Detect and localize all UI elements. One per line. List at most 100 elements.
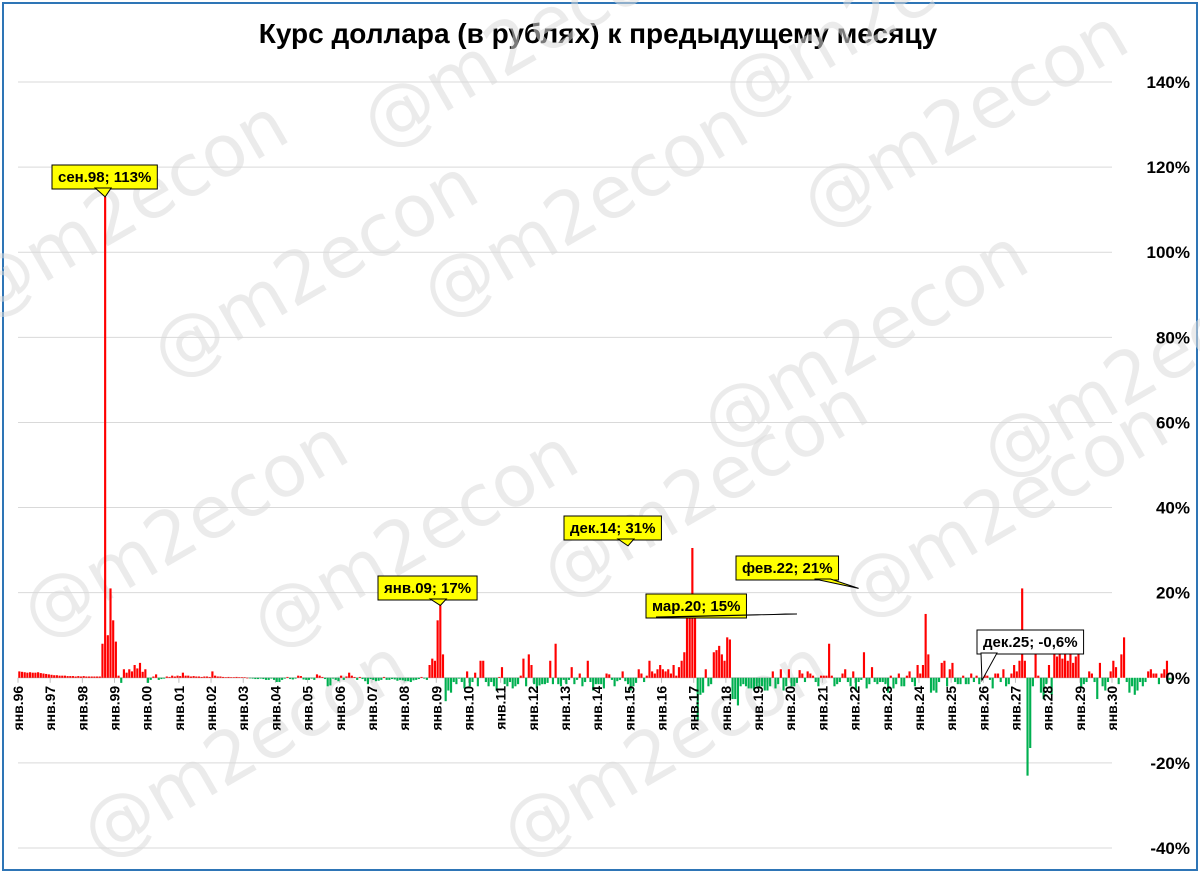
bar	[246, 677, 249, 679]
bar	[728, 639, 731, 678]
x-axis-labels: янв.96 янв.97 янв.98 янв.99 янв.00 янв.01 янв.…	[10, 686, 1120, 731]
bar	[575, 677, 579, 680]
bar	[1163, 669, 1166, 678]
bar	[868, 677, 871, 685]
bar	[466, 671, 469, 678]
bar	[136, 668, 139, 678]
bar	[988, 677, 992, 680]
bar	[943, 660, 946, 678]
bar	[683, 652, 686, 678]
bar	[535, 677, 538, 689]
bar	[173, 676, 176, 678]
bar	[82, 676, 85, 678]
bar	[672, 665, 675, 678]
bar	[1058, 635, 1061, 678]
x-tick-label: янв.23	[879, 686, 895, 731]
bar	[785, 677, 788, 687]
bar	[567, 677, 571, 680]
x-tick-label: янв.26	[975, 686, 991, 731]
x-tick-label: янв.13	[557, 686, 573, 731]
bar	[626, 677, 630, 685]
bar	[487, 677, 490, 687]
bar	[803, 677, 807, 683]
bar	[200, 676, 203, 678]
bar	[1080, 677, 1083, 689]
bar	[380, 677, 383, 680]
x-tick-label: янв.30	[1104, 686, 1120, 731]
bar	[1050, 677, 1053, 695]
bar	[1010, 673, 1013, 678]
x-tick-label: янв.10	[460, 686, 476, 731]
bar	[1026, 677, 1029, 776]
bar	[104, 196, 107, 678]
bar	[710, 677, 713, 685]
bar	[999, 677, 1002, 683]
bar	[589, 677, 592, 683]
bar	[138, 662, 142, 678]
bar	[251, 677, 254, 679]
bar	[699, 677, 702, 695]
bar	[297, 675, 300, 678]
bar	[1149, 669, 1152, 678]
bar	[525, 677, 528, 687]
bar	[503, 677, 506, 685]
bar	[361, 677, 364, 680]
bar	[704, 669, 707, 678]
bar	[895, 677, 898, 685]
bar	[594, 677, 597, 685]
bar	[262, 677, 265, 680]
bar	[629, 677, 632, 691]
bar	[1047, 665, 1051, 678]
y-tick-label: -40%	[1150, 839, 1190, 858]
bar	[500, 667, 504, 678]
bar	[887, 677, 890, 693]
bar	[447, 677, 450, 691]
bar	[822, 675, 825, 678]
bar	[1096, 677, 1099, 700]
bar	[18, 671, 21, 678]
x-tick-label: янв.29	[1072, 686, 1088, 731]
bar	[55, 675, 58, 678]
bar	[1037, 675, 1040, 678]
bar	[747, 677, 750, 689]
bar	[1088, 671, 1091, 678]
bar	[141, 671, 144, 678]
bar	[742, 677, 745, 685]
bar	[634, 677, 638, 683]
bar	[176, 675, 179, 678]
bar	[798, 670, 801, 678]
bar	[189, 676, 193, 678]
bar	[664, 671, 667, 678]
bar	[511, 677, 514, 689]
bar	[771, 671, 774, 678]
bar	[157, 677, 160, 680]
x-tick-label: янв.08	[396, 686, 412, 731]
bar	[128, 669, 131, 678]
x-tick-label: янв.24	[911, 686, 927, 731]
bar	[449, 677, 453, 693]
bar	[468, 677, 471, 687]
bar	[948, 669, 951, 678]
annotation: сен.98; 113%	[51, 164, 158, 198]
annotation-box	[377, 575, 478, 601]
x-tick-label: янв.19	[750, 686, 766, 731]
bar	[527, 654, 530, 678]
bar	[372, 677, 375, 680]
annotation: янв.09; 17%	[377, 575, 478, 607]
bar	[390, 677, 394, 680]
bar	[474, 672, 477, 678]
bar	[648, 660, 651, 678]
bar	[651, 671, 654, 678]
bar	[517, 677, 520, 685]
bar	[1013, 665, 1016, 678]
bar	[313, 677, 316, 680]
bar	[932, 677, 935, 691]
annotation-box	[735, 555, 840, 581]
bar	[597, 677, 600, 685]
bar	[219, 676, 222, 678]
bar	[1165, 660, 1169, 678]
bar	[144, 669, 147, 678]
bar	[645, 675, 648, 678]
bar	[844, 669, 847, 678]
bar	[425, 677, 428, 680]
